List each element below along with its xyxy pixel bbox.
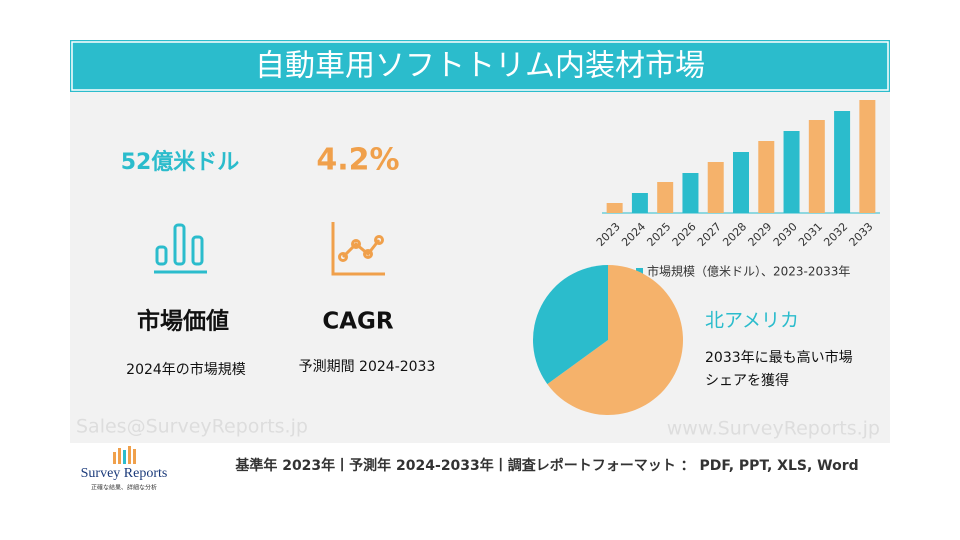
bar [606,203,623,213]
watermark: Sales@SurveyReports.jp [76,416,308,438]
bar [808,120,825,213]
stat-note: 予測期間 2024-2033 [299,359,436,375]
legend-label: 市場規模（億米ドル）、2023-2033年 [647,264,850,279]
pie-slice [547,265,684,415]
panel [70,40,890,443]
stat-note: 2024年の市場規模 [126,361,246,378]
bar [707,162,724,213]
bar [783,131,800,213]
watermark: www.SurveyReports.jp [667,418,880,440]
bar [834,111,851,213]
stat-label: CAGR [322,309,394,335]
bar-icon [154,223,207,274]
bar [657,182,674,213]
logo-tagline: 正確な結果、詳細な分析 [91,484,157,492]
pie-slice [533,265,608,385]
line-icon [331,222,385,276]
bar [859,100,876,213]
bar [733,152,749,213]
title-bar [70,40,890,92]
bar [682,173,699,213]
logo [113,446,136,464]
footer-text: 基準年 2023年丨予測年 2024-2033年丨調査レポートフォーマット ： … [235,457,858,474]
stat-value: 4.2% [316,143,399,178]
title-border [71,41,889,91]
bar [631,193,648,213]
title: 自動車用ソフトトリム内装材市場 [255,49,705,84]
stat-label: 市場価値 [137,308,229,335]
bar [758,141,775,213]
region-title: 北アメリカ [705,310,799,332]
stat-value: 52億米ドル [121,149,240,175]
region-text: シェアを獲得 [705,372,789,389]
logo-text: Survey Reports [81,466,168,481]
region-text: 2033年に最も高い市場 [705,349,853,366]
legend-swatch [636,268,643,275]
